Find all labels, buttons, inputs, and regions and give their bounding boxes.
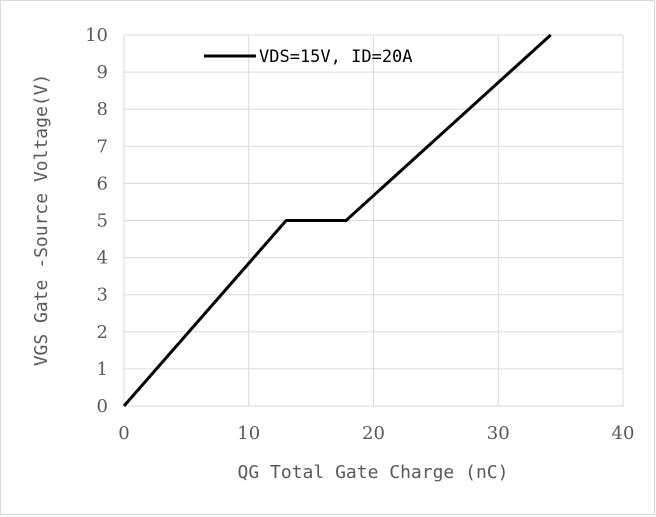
- y-tick-label: 3: [97, 285, 108, 306]
- series-line: [122, 33, 552, 407]
- legend-label: VDS=15V, ID=20A: [259, 47, 413, 67]
- x-tick-label: 0: [118, 423, 129, 444]
- x-tick-label: 30: [487, 423, 510, 444]
- x-axis-title: QG Total Gate Charge (nC): [238, 462, 509, 483]
- y-tick-label: 8: [97, 99, 108, 120]
- y-axis-title: VGS Gate -Source Voltage(V): [31, 74, 52, 367]
- grid: [123, 34, 624, 407]
- series-layer: [122, 33, 552, 407]
- y-tick-label: 5: [97, 211, 108, 232]
- y-tick-label: 10: [85, 25, 108, 46]
- y-tick-label: 6: [97, 173, 108, 194]
- tick-labels: 0 1 2 3 4 5 6 7 8 9 10 0 10 20 30 40: [85, 25, 634, 444]
- legend: VDS=15V, ID=20A: [204, 47, 413, 67]
- y-tick-label: 9: [97, 62, 108, 83]
- x-tick-label: 40: [612, 423, 635, 444]
- y-tick-label: 1: [97, 359, 108, 380]
- y-tick-label: 2: [97, 322, 108, 343]
- y-tick-label: 7: [97, 136, 108, 157]
- x-tick-label: 20: [362, 423, 385, 444]
- x-tick-label: 10: [237, 423, 260, 444]
- y-tick-label: 0: [97, 396, 108, 417]
- y-tick-label: 4: [97, 248, 108, 269]
